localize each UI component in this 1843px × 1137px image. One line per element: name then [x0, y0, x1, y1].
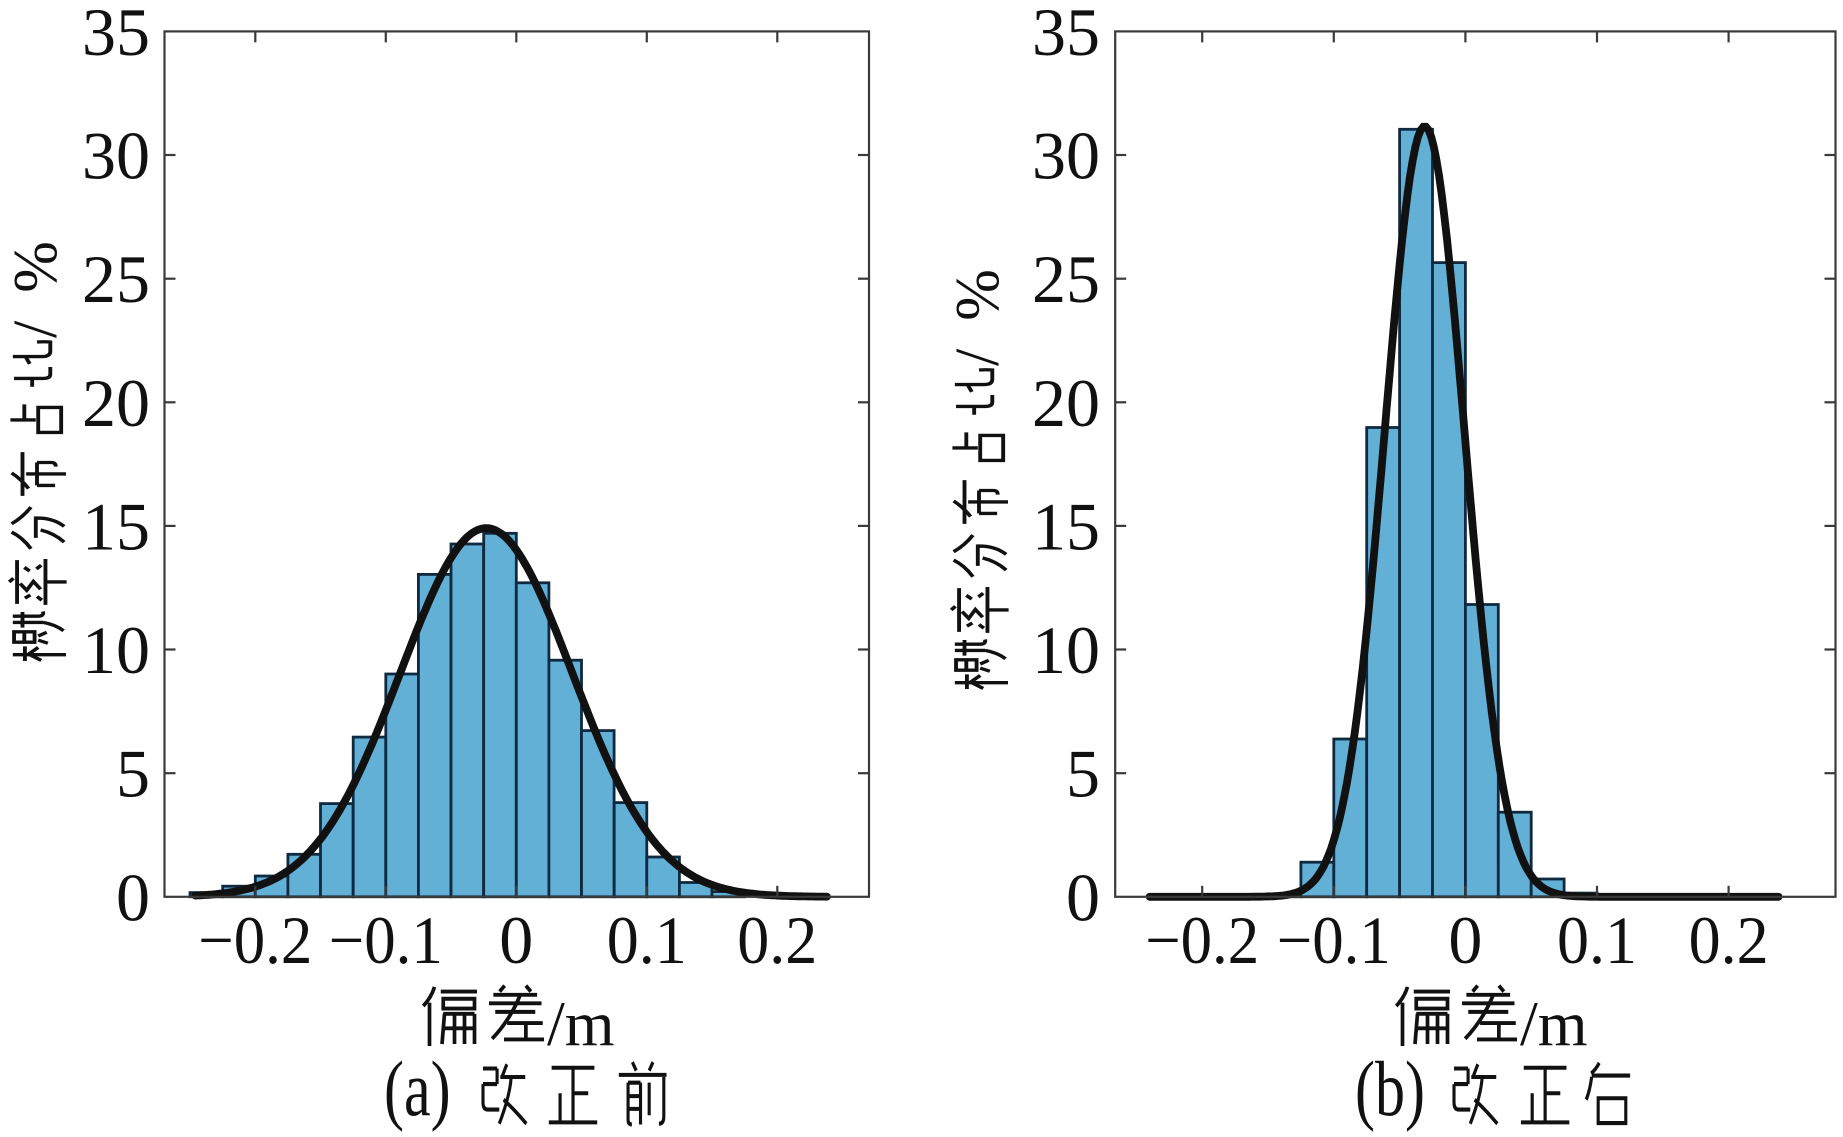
svg-text:−0.1: −0.1 — [1277, 902, 1391, 978]
svg-text:5: 5 — [1066, 736, 1100, 812]
svg-text:−0.2: −0.2 — [1145, 902, 1259, 978]
svg-text:25: 25 — [1032, 241, 1100, 317]
svg-text:−0.1: −0.1 — [329, 902, 443, 978]
svg-text:/%: /% — [944, 241, 1012, 366]
svg-text:5: 5 — [116, 736, 150, 812]
svg-text:10: 10 — [82, 612, 150, 688]
svg-text:20: 20 — [82, 365, 150, 441]
svg-text:0: 0 — [1448, 902, 1482, 978]
svg-text:/m: /m — [547, 988, 615, 1059]
svg-text:25: 25 — [82, 241, 150, 317]
svg-text:(b): (b) — [1355, 1047, 1425, 1132]
svg-text:15: 15 — [1032, 488, 1100, 564]
svg-text:/%: /% — [2, 213, 70, 338]
svg-text:0.1: 0.1 — [1557, 902, 1637, 978]
svg-text:35: 35 — [82, 0, 150, 70]
svg-text:15: 15 — [82, 488, 150, 564]
svg-text:30: 30 — [82, 118, 150, 194]
svg-text:/m: /m — [1520, 988, 1588, 1059]
svg-text:(a): (a) — [384, 1047, 451, 1132]
svg-text:20: 20 — [1032, 365, 1100, 441]
svg-text:0: 0 — [499, 902, 533, 978]
svg-text:0: 0 — [116, 859, 150, 935]
svg-text:0.2: 0.2 — [737, 902, 817, 978]
svg-text:30: 30 — [1032, 118, 1100, 194]
svg-text:35: 35 — [1032, 0, 1100, 70]
svg-text:0.2: 0.2 — [1689, 902, 1769, 978]
svg-text:0.1: 0.1 — [607, 902, 687, 978]
svg-text:0: 0 — [1066, 859, 1100, 935]
svg-text:−0.2: −0.2 — [198, 902, 312, 978]
svg-text:10: 10 — [1032, 612, 1100, 688]
